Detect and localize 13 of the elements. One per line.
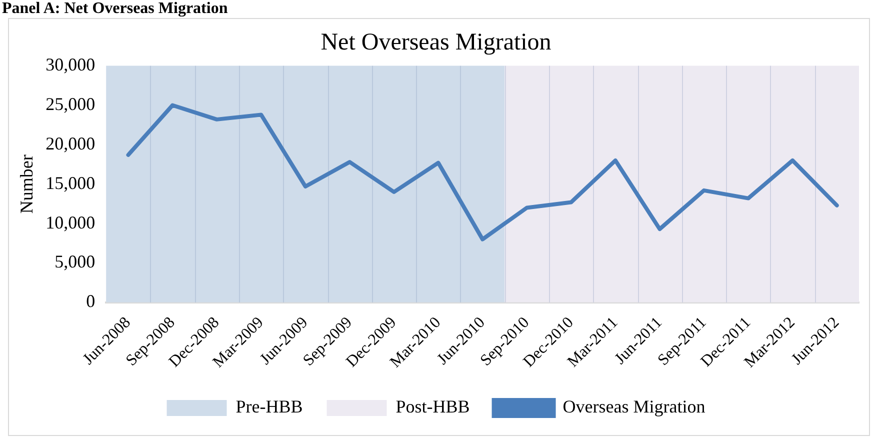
chart-title: Net Overseas Migration [320,30,552,56]
y-tick-label: 10,000 [46,212,96,232]
legend-label: Overseas Migration [562,396,706,417]
y-tick-label: 5,000 [54,252,96,272]
text: Panel A: Net Overseas Migration [1,0,229,18]
y-tick-label: 30,000 [46,54,96,75]
legend-label: Post-HBB [396,396,470,417]
legend-label: Pre-HBB [236,396,303,417]
y-axis-title: Number [16,154,37,214]
y-tick-label: 0 [86,291,96,312]
y-tick-label: 25,000 [46,94,96,114]
y-tick-label: 20,000 [46,133,96,154]
y-tick-label: 15,000 [46,172,96,193]
